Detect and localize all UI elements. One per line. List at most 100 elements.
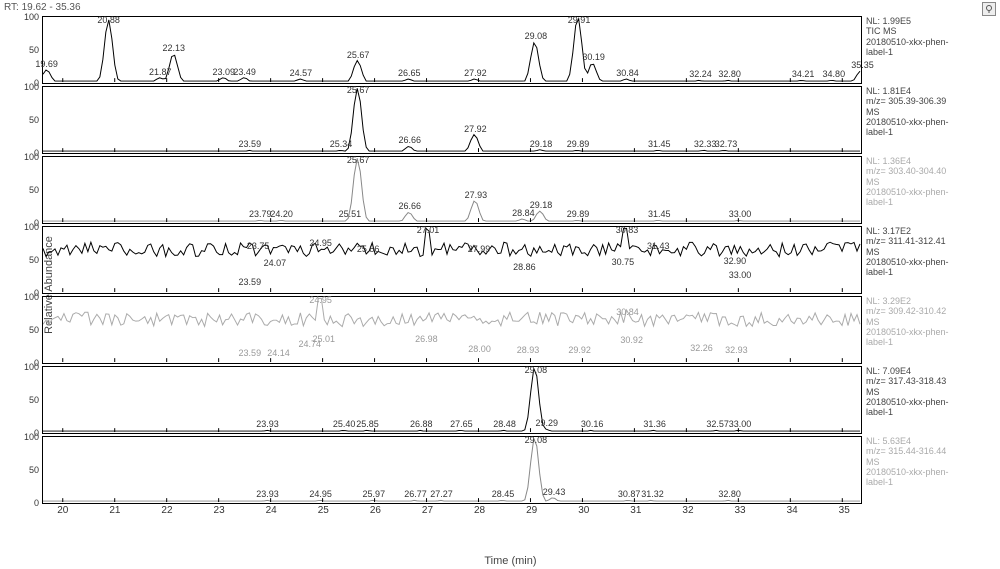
peak-label: 25.67 (347, 50, 370, 60)
y-tick: 100 (24, 292, 39, 302)
info-line: 20180510-xkx-phen- (866, 467, 996, 477)
x-tick: 24 (266, 505, 277, 516)
info-line: 20180510-xkx-phen- (866, 397, 996, 407)
peak-label: 26.66 (398, 201, 421, 211)
info-line: 20180510-xkx-phen- (866, 117, 996, 127)
peak-label: 24.95 (309, 238, 332, 248)
peak-label: 29.89 (567, 139, 590, 149)
peak-label: 32.73 (715, 139, 738, 149)
peak-label: 30.19 (582, 52, 605, 62)
peak-label: 23.59 (239, 277, 262, 287)
peak-label: 26.66 (398, 135, 421, 145)
peak-label: 30.84 (616, 68, 639, 78)
peak-label: 29.18 (530, 139, 553, 149)
trace-info: NL: 3.17E2m/z= 311.41-312.41MS20180510-x… (866, 226, 996, 296)
info-line: NL: 1.36E4 (866, 156, 996, 166)
x-tick: 27 (422, 505, 433, 516)
peak-label: 26.98 (415, 334, 438, 344)
peak-label: 32.57 (706, 419, 729, 429)
info-line: 20180510-xkx-phen- (866, 187, 996, 197)
peak-label: 27.27 (430, 489, 453, 499)
peak-label: 24.20 (270, 209, 293, 219)
trace-info: NL: 5.63E4m/z= 315.44-316.44MS20180510-x… (866, 436, 996, 506)
y-tick: 50 (29, 115, 39, 125)
peak-label: 23.09 (213, 67, 236, 77)
y-tick: 50 (29, 45, 39, 55)
y-tick: 100 (24, 362, 39, 372)
y-tick: 100 (24, 222, 39, 232)
peak-label: 24.14 (267, 348, 290, 358)
peak-label: 25.67 (347, 85, 370, 95)
peak-label: 33.00 (729, 419, 752, 429)
peak-label: 23.49 (233, 67, 256, 77)
trace-info: NL: 1.99E5TIC MS20180510-xkx-phen-label-… (866, 16, 996, 86)
info-line: MS (866, 457, 996, 467)
chromatogram-row: 05010023.5923.7524.0724.9525.8627.0127.9… (42, 226, 862, 294)
peak-label: 32.24 (689, 69, 712, 79)
x-tick: 21 (109, 505, 120, 516)
info-line: m/z= 317.43-318.43 (866, 376, 996, 386)
y-tick: 100 (24, 432, 39, 442)
peak-label: 27.93 (465, 190, 488, 200)
peak-label: 32.93 (725, 345, 748, 355)
peak-label: 26.65 (398, 68, 421, 78)
peak-label: 22.13 (162, 43, 185, 53)
info-line: NL: 7.09E4 (866, 366, 996, 376)
info-line: MS (866, 247, 996, 257)
peak-label: 28.93 (517, 345, 540, 355)
peak-label: 25.51 (339, 209, 362, 219)
info-line: label-1 (866, 477, 996, 487)
chromatogram-trace (43, 87, 861, 153)
info-line: NL: 1.81E4 (866, 86, 996, 96)
info-line: label-1 (866, 197, 996, 207)
peak-label: 23.59 (239, 348, 262, 358)
peak-label: 34.80 (823, 69, 846, 79)
peak-label: 29.08 (525, 435, 548, 445)
rt-range-label: RT: 19.62 - 35.36 (4, 2, 81, 13)
peak-label: 23.59 (239, 139, 262, 149)
info-line: MS (866, 387, 996, 397)
peak-label: 26.77 (404, 489, 427, 499)
x-tick: 33 (734, 505, 745, 516)
peak-label: 31.32 (641, 489, 664, 499)
x-tick: 31 (630, 505, 641, 516)
x-tick: 25 (318, 505, 329, 516)
y-tick: 100 (24, 82, 39, 92)
peak-label: 29.89 (567, 209, 590, 219)
peak-label: 27.01 (417, 225, 440, 235)
trace-info: NL: 3.29E2m/z= 309.42-310.42MS20180510-x… (866, 296, 996, 366)
x-tick: 20 (57, 505, 68, 516)
x-tick: 29 (526, 505, 537, 516)
peak-label: 25.34 (330, 139, 353, 149)
chromatogram-row: 05010023.5924.1424.7424.9525.0126.9828.0… (42, 296, 862, 364)
x-tick: 34 (787, 505, 798, 516)
plot-area: 05010019.6920.8821.8722.1323.0923.4924.5… (42, 16, 862, 536)
peak-label: 24.57 (290, 68, 313, 78)
x-tick: 26 (370, 505, 381, 516)
y-tick: 100 (24, 152, 39, 162)
peak-label: 27.92 (464, 124, 487, 134)
y-tick: 50 (29, 395, 39, 405)
peak-label: 30.84 (616, 307, 639, 317)
info-line: m/z= 305.39-306.39 (866, 96, 996, 106)
x-tick: 35 (839, 505, 850, 516)
peak-label: 31.43 (647, 241, 670, 251)
info-line: 20180510-xkx-phen- (866, 257, 996, 267)
pin-icon[interactable] (982, 2, 996, 16)
x-tick: 30 (578, 505, 589, 516)
x-axis-label: Time (min) (484, 555, 536, 567)
trace-info: NL: 1.36E4m/z= 303.40-304.40MS20180510-x… (866, 156, 996, 226)
peak-label: 28.00 (468, 344, 491, 354)
trace-info: NL: 1.81E4m/z= 305.39-306.39MS20180510-x… (866, 86, 996, 156)
peak-label: 25.40 (333, 419, 356, 429)
chromatogram-row: 05010023.9324.9525.9726.7727.2728.4529.0… (42, 436, 862, 504)
chromatogram-row: 05010023.9325.4025.8526.8827.6528.4829.0… (42, 366, 862, 434)
peak-label: 33.00 (729, 209, 752, 219)
peak-label: 26.88 (410, 419, 433, 429)
peak-label: 24.95 (309, 489, 332, 499)
x-tick: 32 (682, 505, 693, 516)
y-tick: 50 (29, 255, 39, 265)
info-panel: NL: 1.99E5TIC MS20180510-xkx-phen-label-… (866, 16, 996, 536)
chromatogram-panel: RT: 19.62 - 35.36 Relative Abundance Tim… (0, 0, 1000, 569)
peak-label: 34.21 (792, 69, 815, 79)
